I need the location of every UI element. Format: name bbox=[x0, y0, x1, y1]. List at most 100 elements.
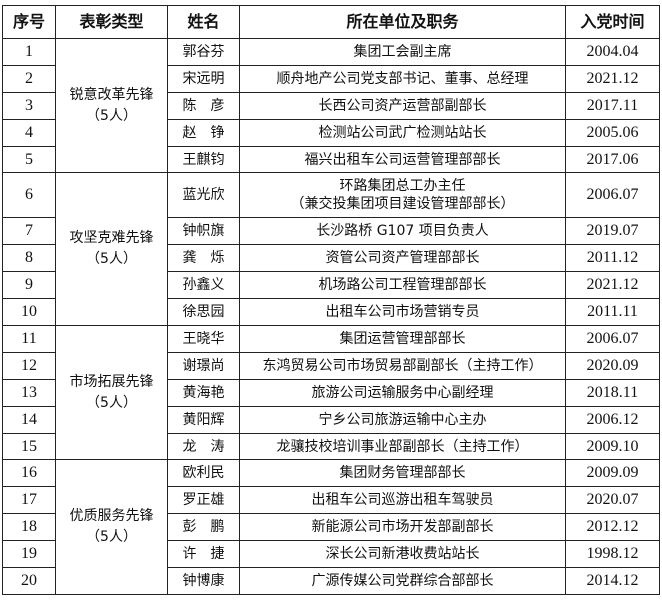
row-number: 13 bbox=[2, 378, 56, 407]
table-row: 14 黄阳辉 宁乡公司旅游运输中心主办 2006.12 bbox=[2, 405, 660, 434]
position: 检测站公司武广检测站站长 bbox=[318, 124, 487, 141]
table-row: 1 锐意改革先锋 （5人） 郭谷芬 集团工会副主席 2004.04 bbox=[2, 37, 660, 174]
person-name: 黄阳辉 bbox=[167, 405, 240, 434]
award-count: （5人） bbox=[86, 529, 137, 546]
person-name: 王麒钧 bbox=[167, 145, 240, 174]
row-number: 16 bbox=[2, 459, 56, 488]
person-name: 宋远明 bbox=[167, 64, 240, 93]
person-name: 蓝光欣 bbox=[167, 172, 240, 219]
position-cell: 广源传媒公司党群综合部部长 bbox=[239, 567, 566, 595]
join-date: 2009.09 bbox=[565, 459, 660, 488]
table-row: 3 陈 彦 长西公司资产运营部副部长 2017.11 bbox=[2, 91, 660, 120]
join-date: 1998.12 bbox=[565, 540, 660, 569]
join-date: 2017.11 bbox=[565, 91, 660, 120]
row-number: 4 bbox=[2, 118, 56, 147]
position-cell: 环路集团总工办主任 （兼交投集团项目建设管理部部长） bbox=[239, 172, 566, 219]
row-number: 1 bbox=[2, 38, 56, 66]
table-row: 13 黄海艳 旅游公司运输服务中心副经理 2018.11 bbox=[2, 378, 660, 407]
join-date: 2012.12 bbox=[565, 513, 660, 542]
position: 集团财务管理部部长 bbox=[339, 465, 466, 482]
position: 深长公司新港收费站站长 bbox=[325, 546, 480, 563]
row-number: 2 bbox=[2, 64, 56, 93]
join-date: 2020.09 bbox=[565, 351, 660, 380]
position: 集团工会副主席 bbox=[353, 43, 452, 60]
position-cell: 深长公司新港收费站站长 bbox=[239, 540, 566, 569]
position-cell: 长沙路桥 G107 项目负责人 bbox=[239, 217, 566, 246]
position-cell: 宁乡公司旅游运输中心主办 bbox=[239, 405, 566, 434]
join-date: 2005.06 bbox=[565, 118, 660, 147]
join-date: 2017.06 bbox=[565, 145, 660, 174]
table-row: 10 徐思园 出租车公司市场营销专员 2011.11 bbox=[2, 298, 660, 327]
position-cell: 福兴出租车公司运营管理部部长 bbox=[239, 145, 566, 174]
row-number: 20 bbox=[2, 567, 56, 595]
person-name: 钟帜旗 bbox=[167, 217, 240, 246]
person-name: 龙 涛 bbox=[167, 432, 240, 461]
position: 出租车公司巡游出租车驾驶员 bbox=[311, 492, 494, 509]
position-cell: 集团工会副主席 bbox=[239, 38, 566, 66]
join-date: 2006.12 bbox=[565, 405, 660, 434]
join-date: 2009.10 bbox=[565, 432, 660, 461]
position-cell: 新能源公司市场开发部副部长 bbox=[239, 513, 566, 542]
table-row: 6 攻坚克难先锋 （5人） 蓝光欣 环路集团总工办主任 （兼交投集团项目建设管理部部长） 2… bbox=[2, 172, 660, 327]
award-type: 攻坚克难先锋 bbox=[69, 230, 154, 247]
join-date: 2006.07 bbox=[565, 325, 660, 353]
join-date: 2021.12 bbox=[565, 271, 660, 300]
join-date: 2004.04 bbox=[565, 38, 660, 66]
position-cell: 检测站公司武广检测站站长 bbox=[239, 118, 566, 147]
table-row: 4 赵 铮 检测站公司武广检测站站长 2005.06 bbox=[2, 118, 660, 147]
position: 新能源公司市场开发部副部长 bbox=[311, 519, 494, 536]
row-number: 10 bbox=[2, 298, 56, 327]
award-type: 市场拓展先锋 bbox=[69, 373, 154, 390]
table-row: 19 许 捷 深长公司新港收费站站长 1998.12 bbox=[2, 540, 660, 569]
table-row: 11 市场拓展先锋 （5人） 王晓华 集团运营管理部部长 2006.07 bbox=[2, 325, 660, 461]
position-cell: 集团财务管理部部长 bbox=[239, 459, 566, 488]
row-number: 5 bbox=[2, 145, 56, 174]
row-number: 11 bbox=[2, 325, 56, 353]
row-number: 17 bbox=[2, 486, 56, 515]
person-name: 赵 铮 bbox=[167, 118, 240, 147]
position: 出租车公司市场营销专员 bbox=[325, 304, 480, 321]
position-cell: 长西公司资产运营部副部长 bbox=[239, 91, 566, 120]
position: 东鸿贸易公司市场贸易部副部长（主持工作） bbox=[262, 357, 543, 374]
row-number: 12 bbox=[2, 351, 56, 380]
person-name: 王晓华 bbox=[167, 325, 240, 353]
person-name: 钟博康 bbox=[167, 567, 240, 595]
person-name: 彭 鹏 bbox=[167, 513, 240, 542]
row-number: 18 bbox=[2, 513, 56, 542]
table-row: 12 谢璟尚 东鸿贸易公司市场贸易部副部长（主持工作） 2020.09 bbox=[2, 351, 660, 380]
position: 集团运营管理部部长 bbox=[339, 330, 466, 347]
header-name: 姓名 bbox=[167, 5, 240, 39]
table-row: 9 孙鑫义 机场路公司工程管理部部长 2021.12 bbox=[2, 271, 660, 300]
header-position: 所在单位及职务 bbox=[239, 5, 566, 39]
position-cell: 集团运营管理部部长 bbox=[239, 325, 566, 353]
join-date: 2018.11 bbox=[565, 378, 660, 407]
header-date: 入党时间 bbox=[565, 5, 660, 39]
position: 龙骧技校培训事业部副部长（主持工作） bbox=[276, 438, 529, 455]
position-cell: 顺舟地产公司党支部书记、董事、总经理 bbox=[239, 64, 566, 93]
award-type-cell: 锐意改革先锋 （5人） bbox=[55, 37, 168, 174]
position: 旅游公司运输服务中心副经理 bbox=[311, 384, 494, 401]
header-type: 表彰类型 bbox=[55, 5, 168, 39]
table-row: 5 王麒钧 福兴出租车公司运营管理部部长 2017.06 bbox=[2, 145, 660, 174]
table-row: 7 钟帜旗 长沙路桥 G107 项目负责人 2019.07 bbox=[2, 217, 660, 246]
person-name: 黄海艳 bbox=[167, 378, 240, 407]
award-type: 锐意改革先锋 bbox=[69, 86, 154, 103]
person-name: 郭谷芬 bbox=[167, 38, 240, 66]
position-cell: 东鸿贸易公司市场贸易部副部长（主持工作） bbox=[239, 351, 566, 380]
position: 宁乡公司旅游运输中心主办 bbox=[318, 411, 487, 428]
table-body: 1 锐意改革先锋 （5人） 郭谷芬 集团工会副主席 2004.04 2 宋远明 顺舟地产公司党支… bbox=[2, 37, 660, 595]
position: 环路集团总工办主任 bbox=[339, 178, 466, 195]
row-number: 8 bbox=[2, 244, 56, 273]
award-type-cell: 市场拓展先锋 （5人） bbox=[55, 325, 168, 461]
table-row: 17 罗正雄 出租车公司巡游出租车驾驶员 2020.07 bbox=[2, 486, 660, 515]
row-number: 9 bbox=[2, 271, 56, 300]
table-row: 8 龚 烁 资管公司资产管理部部长 2011.12 bbox=[2, 244, 660, 273]
position: 广源传媒公司党群综合部部长 bbox=[311, 572, 494, 589]
position-cell: 旅游公司运输服务中心副经理 bbox=[239, 378, 566, 407]
table-row: 15 龙 涛 龙骧技校培训事业部副部长（主持工作） 2009.10 bbox=[2, 432, 660, 461]
person-name: 罗正雄 bbox=[167, 486, 240, 515]
table-row: 2 宋远明 顺舟地产公司党支部书记、董事、总经理 2021.12 bbox=[2, 64, 660, 93]
position-cell: 出租车公司巡游出租车驾驶员 bbox=[239, 486, 566, 515]
position: 福兴出租车公司运营管理部部长 bbox=[304, 151, 501, 168]
position-cell: 龙骧技校培训事业部副部长（主持工作） bbox=[239, 432, 566, 461]
